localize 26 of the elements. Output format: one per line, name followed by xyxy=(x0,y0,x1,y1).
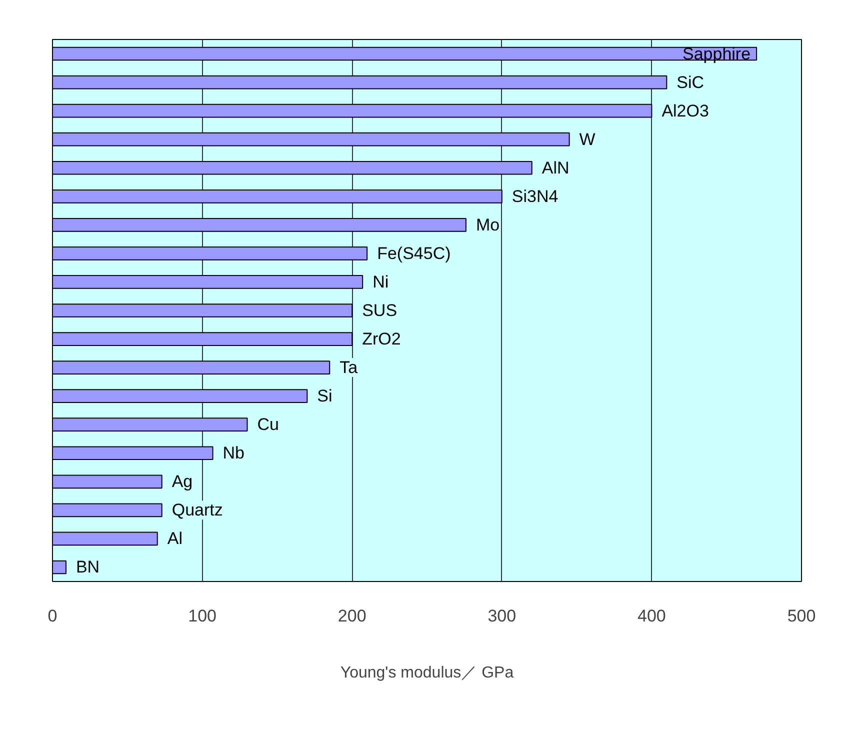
y-tick-label: SUS xyxy=(362,301,398,320)
x-tick-label: 100 xyxy=(188,606,216,626)
y-tick-label: Al2O3 xyxy=(662,101,709,120)
y-tick-label: Si3N4 xyxy=(512,186,558,206)
x-tick-label: 400 xyxy=(638,606,666,626)
y-tick-label: Cu xyxy=(257,415,279,434)
x-tick-label: 0 xyxy=(48,606,58,626)
x-tick-label: 500 xyxy=(787,606,816,626)
x-axis-title: Young's modulus／ GPa xyxy=(340,664,514,682)
y-tick-label: ZrO2 xyxy=(362,330,401,349)
y-tick-label: BN xyxy=(76,558,100,577)
y-tick-label: AlN xyxy=(542,158,570,178)
y-tick-label: Quartz xyxy=(172,500,223,520)
x-tick-label: 300 xyxy=(488,606,516,626)
y-tick-label: Fe(S45C) xyxy=(377,244,451,263)
x-tick-label: 200 xyxy=(338,606,366,626)
y-tick-label: Nb xyxy=(222,444,245,463)
y-tick-label: Al xyxy=(167,529,182,548)
y-tick-label: Ta xyxy=(340,358,358,378)
y-tick-label: Ni xyxy=(372,272,389,292)
y-tick-label: Mo xyxy=(476,215,500,234)
y-tick-label: Sapphire xyxy=(682,44,751,64)
y-tick-label: Ag xyxy=(172,472,193,492)
y-tick-label: Si xyxy=(317,386,332,406)
y-tick-label: W xyxy=(579,130,596,149)
y-tick-label: SiC xyxy=(676,72,704,92)
